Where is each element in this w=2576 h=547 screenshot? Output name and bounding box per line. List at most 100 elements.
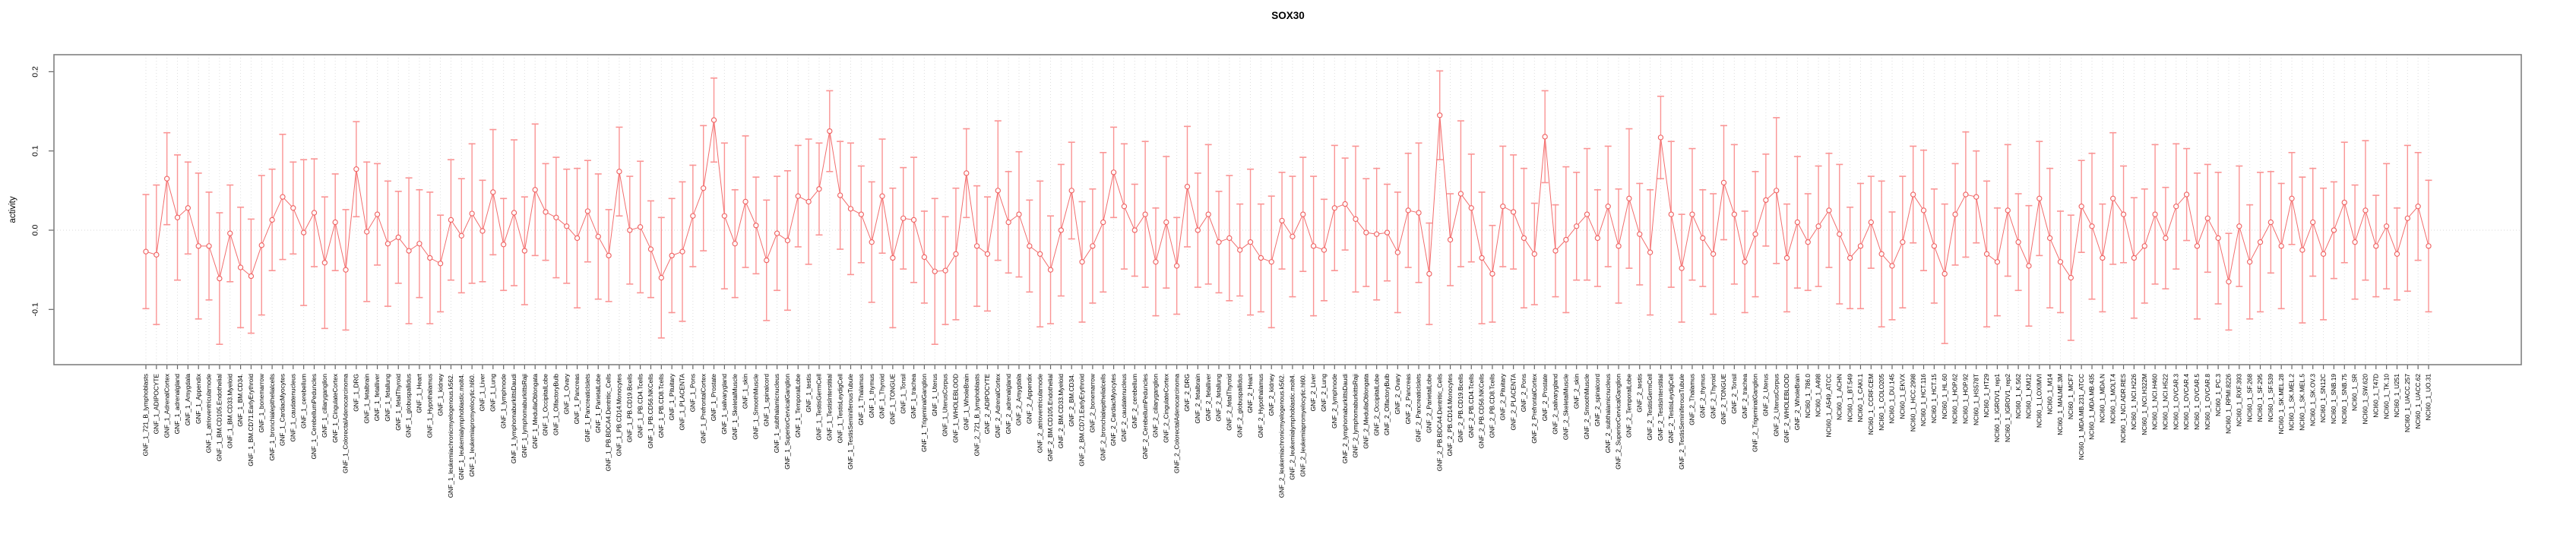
x-tick-label: GNF_2_CerebellumPeduncles: [1141, 374, 1149, 460]
data-point: [2215, 235, 2221, 242]
x-tick-label: GNF_2_trachea: [1741, 374, 1748, 419]
x-tick-label: GNF_2_thymus: [1698, 374, 1706, 418]
x-tick-label: GNF_1_leukemialymphoblastic.molt4.: [457, 374, 465, 480]
x-tick-label: GNF_2_bonemarrow: [1089, 373, 1097, 432]
data-point: [1016, 211, 1022, 217]
grid-lines: [54, 55, 2521, 365]
x-tick-label: NCI60_1_SNB.19: [2330, 374, 2337, 424]
data-point: [1605, 204, 1611, 210]
data-point: [1153, 259, 1159, 265]
data-point: [1742, 259, 1748, 265]
x-tick-label: GNF_1_Amygdala: [184, 374, 191, 426]
x-tick-label: GNF_1_TONGUE: [889, 374, 897, 425]
data-point: [1774, 188, 1780, 194]
data-point: [2289, 195, 2295, 201]
x-tick-label: NCI60_1_NCI.H460: [2151, 374, 2159, 430]
x-tick-label: GNF_1_ColorectalAdenocarcinoma: [342, 374, 350, 473]
data-point: [827, 128, 833, 134]
x-tick-label: GNF_1_PancreaticIslets: [584, 374, 591, 442]
x-tick-label: NCI60_1_ACHN: [1835, 374, 1843, 420]
x-tick-label: NCI60_1_T47D: [2372, 374, 2379, 418]
x-tick-label: NCI60_1_U251: [2393, 374, 2400, 418]
data-point: [2110, 195, 2116, 201]
data-series: [142, 70, 2432, 345]
x-tick-label: NCI60_1_HL.60: [1941, 374, 1948, 419]
x-tick-label: GNF_2_PrefrontalCortex: [1530, 373, 1538, 444]
data-point: [2089, 223, 2095, 229]
x-tick-label: GNF_2_ParietalLobe: [1426, 374, 1433, 433]
x-tick-label: NCI60_1_M14: [2046, 374, 2053, 415]
x-tick-label: GNF_1_kidney: [436, 373, 444, 416]
data-point: [1594, 235, 1601, 242]
data-point: [532, 187, 538, 193]
x-tick-label: NCI60_1_NCI.H522: [2162, 374, 2169, 430]
x-tick-label: NCI60_1_SW.620: [2362, 374, 2369, 425]
x-tick-label: GNF_2_globuspallidus: [1236, 374, 1243, 438]
x-tick-label: GNF_1_TemporalLobe: [794, 374, 802, 438]
x-tick-label: GNF_2_lymphomaburkittsDaudi: [1341, 374, 1349, 463]
data-point: [164, 175, 170, 182]
data-point: [1805, 239, 1811, 245]
x-tick-label: GNF_2_BM.CD33.Myeloid: [1057, 374, 1065, 449]
data-point: [206, 243, 212, 249]
y-tick-label: 0.0: [30, 225, 40, 236]
data-point: [1837, 231, 1843, 237]
x-tick-label: GNF_2_721_B_lymphoblasts: [973, 374, 980, 456]
x-tick-label: GNF_2_TestisInterstitial: [1657, 374, 1664, 441]
x-tick-label: GNF_1_Pituitary: [668, 373, 676, 420]
x-tick-label: GNF_1_fetalliver: [373, 374, 381, 421]
data-point: [658, 274, 664, 281]
x-tick-label: GNF_1_OccipitalLobe: [542, 374, 549, 436]
data-point: [237, 264, 244, 270]
data-point: [1710, 251, 1717, 257]
x-tick-label: GNF_1_Pons: [689, 374, 697, 412]
x-tick-label: NCI60_1_OVCAR.5: [2193, 374, 2201, 430]
data-point: [490, 189, 496, 195]
x-tick-label: GNF_2_Ovary: [1394, 373, 1401, 414]
data-point: [521, 248, 528, 254]
data-point: [1447, 236, 1454, 243]
data-point: [1363, 229, 1369, 236]
data-point: [869, 239, 875, 245]
data-point: [248, 273, 255, 280]
data-point: [2068, 274, 2074, 281]
x-tick-label: GNF_1_fetalThyroid: [394, 374, 402, 431]
x-tick-label: GNF_2_Appendix: [1025, 373, 1033, 424]
data-point: [690, 213, 696, 219]
x-tick-label: GNF_1_Tonsil: [899, 374, 907, 414]
x-tick-label: GNF_1_CingulateCortex: [331, 373, 339, 443]
data-point: [1479, 255, 1485, 261]
data-point: [1426, 270, 1432, 277]
y-tick-label: 0.1: [30, 145, 40, 157]
x-tick-label: NCI60_1_MALME.3M: [2056, 374, 2064, 435]
x-tick-label: NCI60_1_KM12: [2025, 374, 2033, 419]
x-tick-label: NCI60_1_HS578T: [1972, 374, 1979, 425]
x-tick-label: GNF_2_CardiacMyocytes: [1109, 374, 1117, 446]
x-tick-label: GNF_1_Thyroid: [878, 374, 886, 419]
x-tick-label: GNF_2_Prostate: [1541, 374, 1549, 422]
data-point: [2163, 235, 2169, 242]
data-point: [1416, 210, 1422, 216]
x-tick-label: GNF_1_Hypothalamus: [426, 374, 433, 438]
data-point: [1731, 211, 1737, 217]
data-point: [1247, 239, 1254, 245]
data-point: [1826, 207, 1832, 213]
data-point: [1342, 201, 1348, 207]
x-tick-label: GNF_1_caudatenucleus: [289, 374, 296, 441]
axes: GNF_1_721_B_lymphoblasts GNF_1_ADIPOCYTE G…: [30, 66, 2432, 498]
x-tick-label: GNF_1_PB.CD8.Tcells: [657, 374, 665, 438]
data-point: [2257, 239, 2264, 245]
data-point: [174, 214, 181, 220]
data-point: [1457, 191, 1464, 197]
data-point: [1195, 227, 1201, 233]
data-point: [1920, 207, 1927, 213]
data-point: [2131, 255, 2138, 261]
data-point: [448, 217, 454, 223]
data-point: [1878, 251, 1885, 257]
data-point: [2362, 207, 2369, 213]
data-point: [1900, 239, 1906, 245]
data-point: [416, 241, 422, 247]
x-tick-label: NCI60_1_OVCAR.8: [2204, 374, 2211, 430]
x-tick-label: GNF_1_lymphomaburkittsDaudi: [510, 374, 517, 463]
x-tick-label: NCI60_1_HOP.62: [1951, 374, 1959, 424]
